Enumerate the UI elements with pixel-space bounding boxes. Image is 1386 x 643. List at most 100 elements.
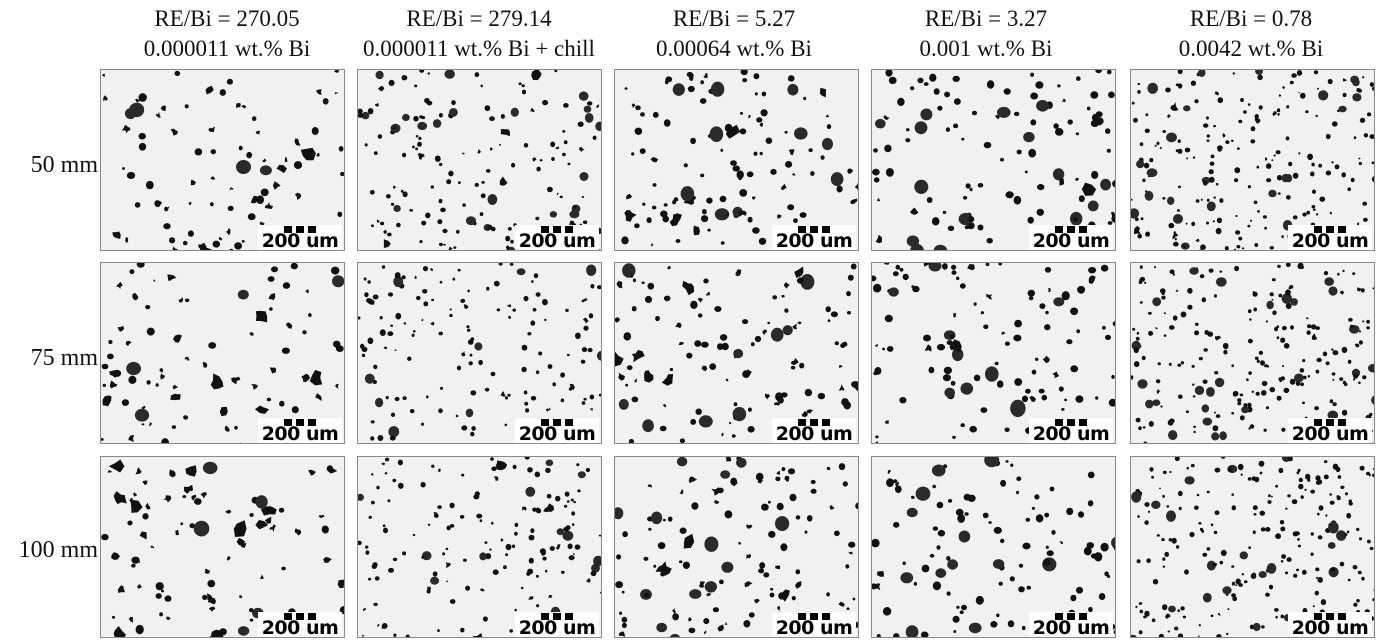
graphite-nodule: [1317, 512, 1320, 516]
graphite-particle: [1052, 371, 1059, 379]
graphite-nodule: [578, 91, 589, 101]
graphite-nodule: [782, 325, 793, 336]
graphite-nodule: [1304, 488, 1307, 491]
graphite-nodule: [946, 556, 951, 561]
graphite-nodule: [1300, 495, 1304, 499]
graphite-nodule: [1318, 163, 1323, 168]
graphite-nodule: [577, 489, 581, 493]
graphite-nodule: [1350, 75, 1359, 84]
graphite-particle: [206, 593, 213, 601]
column-title-5: RE/Bi = 0.78: [1189, 6, 1313, 31]
graphite-particle: [751, 196, 756, 200]
graphite-particle: [714, 500, 720, 504]
graphite-particle: [725, 378, 729, 382]
micrograph-panel-r3-c1: 200 um: [100, 456, 345, 638]
graphite-nodule: [1186, 157, 1189, 160]
graphite-nodule: [388, 79, 395, 86]
graphite-particle: [780, 183, 787, 191]
scale-bar-ticks: [1314, 226, 1346, 233]
graphite-nodule: [672, 83, 685, 96]
graphite-nodule: [1206, 221, 1209, 225]
graphite-nodule: [750, 342, 755, 347]
graphite-particle: [300, 147, 316, 161]
scale-bar-ticks: [1055, 226, 1087, 233]
graphite-nodule: [236, 160, 251, 174]
graphite-nodule: [1301, 569, 1307, 575]
graphite-nodule: [1249, 318, 1252, 321]
graphite-nodule: [795, 569, 801, 575]
graphite-nodule: [704, 536, 719, 552]
graphite-nodule: [1234, 178, 1239, 183]
graphite-nodule: [521, 443, 524, 444]
graphite-nodule: [640, 112, 645, 117]
graphite-nodule: [1306, 317, 1309, 320]
graphite-nodule: [1236, 245, 1241, 249]
graphite-nodule: [996, 613, 1000, 618]
scale-bar-ticks: [284, 613, 316, 620]
graphite-nodule: [131, 563, 136, 568]
graphite-particles: [358, 457, 601, 637]
graphite-nodule: [385, 395, 389, 400]
graphite-particle: [430, 268, 434, 272]
graphite-nodule: [1166, 132, 1177, 143]
graphite-nodule: [1231, 505, 1236, 511]
graphite-nodule: [1257, 74, 1263, 81]
graphite-particle: [334, 70, 339, 73]
graphite-nodule: [810, 479, 816, 485]
graphite-nodule: [226, 78, 233, 85]
graphite-nodule: [269, 307, 273, 311]
graphite-nodule: [437, 219, 443, 225]
graphite-nodule: [1306, 210, 1310, 215]
graphite-nodule: [1211, 432, 1220, 441]
graphite-particle: [650, 243, 654, 247]
graphite-particle: [1263, 364, 1270, 368]
graphite-nodule: [371, 500, 375, 505]
graphite-nodule: [559, 195, 563, 199]
graphite-nodule: [465, 585, 471, 591]
graphite-nodule: [721, 342, 729, 351]
graphite-nodule: [508, 315, 511, 319]
graphite-nodule: [947, 559, 958, 570]
graphite-nodule: [419, 115, 423, 119]
graphite-particle: [774, 402, 781, 406]
graphite-nodule: [1286, 105, 1290, 109]
graphite-nodule: [449, 524, 455, 528]
graphite-nodule: [969, 187, 973, 192]
graphite-nodule: [1131, 491, 1142, 503]
graphite-nodule: [1148, 311, 1152, 315]
graphite-nodule: [1252, 530, 1256, 535]
graphite-nodule: [146, 327, 155, 336]
graphite-particle: [729, 422, 732, 425]
graphite-particle: [111, 552, 120, 560]
graphite-particle: [269, 367, 277, 374]
graphite-nodule: [911, 285, 915, 288]
graphite-nodule: [563, 140, 568, 145]
graphite-nodule: [503, 565, 507, 570]
graphite-nodule: [490, 371, 496, 377]
graphite-nodule: [1135, 336, 1140, 341]
graphite-nodule: [1219, 198, 1224, 203]
graphite-nodule: [1260, 527, 1266, 532]
graphite-nodule: [374, 576, 380, 581]
graphite-particle: [128, 617, 133, 623]
graphite-nodule: [1180, 311, 1187, 318]
graphite-nodule: [259, 165, 272, 176]
graphite-nodule: [514, 531, 518, 536]
graphite-nodule: [977, 183, 984, 188]
graphite-nodule: [1168, 605, 1176, 613]
graphite-nodule: [505, 235, 511, 242]
graphite-nodule: [1208, 169, 1214, 175]
graphite-particle: [160, 105, 166, 111]
graphite-nodule: [872, 275, 877, 282]
graphite-nodule: [1139, 265, 1143, 269]
graphite-particle: [1357, 287, 1362, 292]
graphite-nodule: [655, 315, 660, 322]
graphite-nodule: [595, 121, 601, 131]
graphite-nodule: [415, 147, 418, 151]
graphite-particle: [383, 346, 388, 350]
graphite-nodule: [1210, 154, 1215, 159]
graphite-nodule: [905, 625, 919, 637]
graphite-nodule: [267, 276, 275, 282]
graphite-nodule: [1270, 495, 1273, 498]
graphite-nodule: [1148, 421, 1154, 427]
